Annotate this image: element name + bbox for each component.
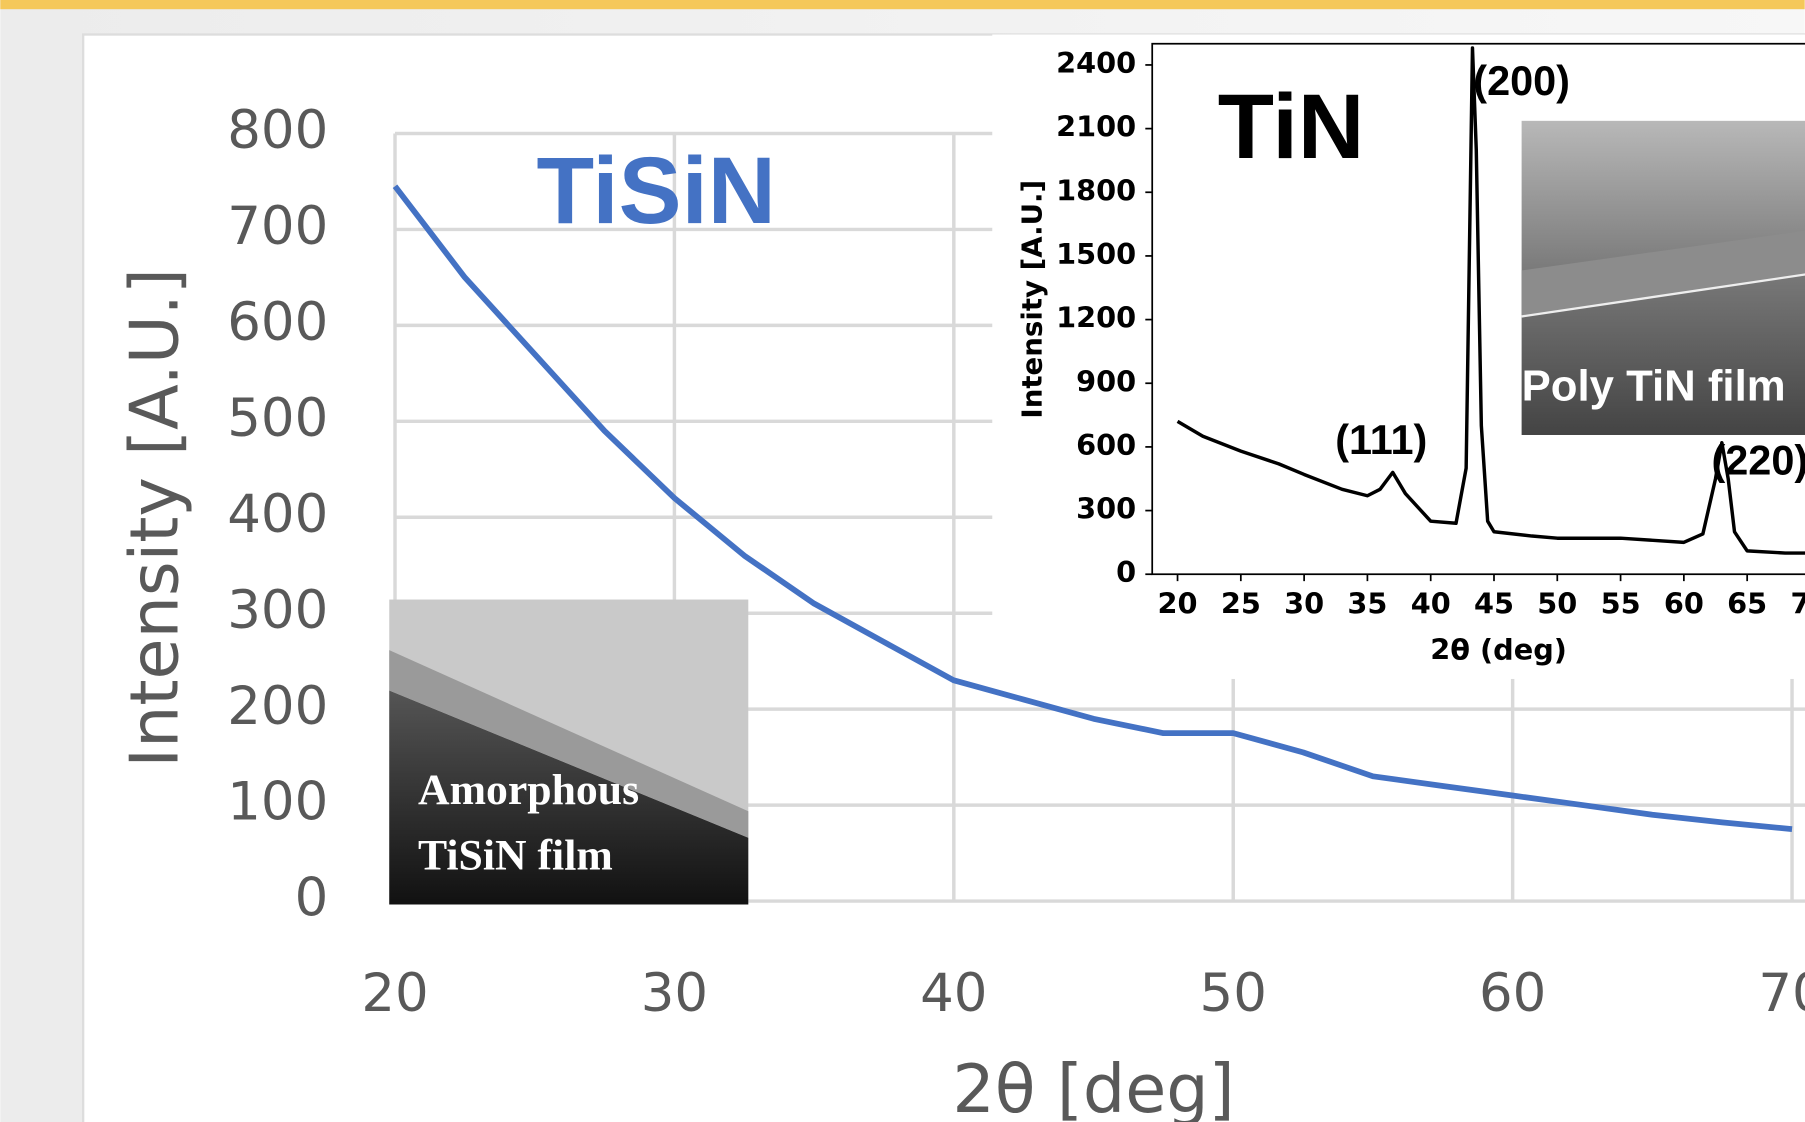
annotation: Amorphous	[418, 766, 639, 814]
chart-title: TiSiN	[537, 138, 776, 243]
y-tick-label: 600	[227, 292, 328, 353]
x-axis-label: 2θ [deg]	[952, 1050, 1234, 1122]
y-tick-label: 2100	[1056, 110, 1136, 144]
y-tick-label: 600	[1076, 428, 1136, 462]
data-line	[1176, 46, 1805, 555]
annotation: (200)	[1473, 58, 1570, 104]
y-tick-label: 1500	[1056, 237, 1136, 271]
y-tick-label: 1200	[1056, 301, 1136, 335]
x-tick-label: 35	[1347, 586, 1387, 620]
annotation: TiSiN film	[418, 832, 613, 880]
top-bar	[0, 0, 1805, 10]
tem-image-amorphous	[389, 599, 749, 905]
y-tick-label: 800	[227, 100, 328, 161]
y-tick-label: 900	[1076, 364, 1136, 398]
y-tick-label: 0	[1116, 555, 1136, 589]
y-tick-label: 100	[227, 772, 328, 833]
x-tick-label: 55	[1601, 586, 1641, 620]
tem-image-poly	[1521, 120, 1805, 435]
x-tick-label: 50	[1537, 586, 1577, 620]
data-line	[392, 184, 1793, 832]
x-tick-label: 20	[361, 963, 428, 1024]
chart-title: TiN	[1218, 75, 1365, 178]
x-tick-label: 50	[1200, 963, 1267, 1024]
x-tick-label: 30	[641, 963, 708, 1024]
y-axis-label: Intensity [A.U.]	[1016, 180, 1049, 419]
x-tick-label: 70	[1790, 586, 1805, 620]
y-tick-label: 300	[227, 580, 328, 641]
x-tick-label: 70	[1758, 963, 1805, 1024]
x-tick-label: 25	[1221, 586, 1261, 620]
x-tick-label: 60	[1479, 963, 1546, 1024]
y-tick-label: 500	[227, 388, 328, 449]
plot-frame	[1151, 42, 1805, 576]
y-tick-label: 700	[227, 196, 328, 257]
x-tick-label: 60	[1664, 586, 1704, 620]
main-chart: 0100200300400500600700800203040506070Int…	[116, 100, 1805, 1122]
y-axis-label: Intensity [A.U.]	[116, 268, 194, 767]
annotation: Poly TiN film	[1522, 362, 1786, 411]
y-tick-label: 300	[1076, 492, 1136, 526]
x-tick-label: 20	[1158, 586, 1198, 620]
inset-chart: 0 300 600 900 1200 1500 1800 2100 2400 20 25 30 35 40…	[1016, 42, 1805, 666]
y-tick-label: 2400	[1056, 46, 1136, 80]
x-tick-label: 40	[1411, 586, 1451, 620]
y-tick-label: 200	[227, 676, 328, 737]
annotation: (111)	[1335, 417, 1427, 463]
y-tick-label: 400	[227, 484, 328, 545]
x-tick-label: 40	[920, 963, 987, 1024]
x-tick-label: 65	[1727, 586, 1767, 620]
annotation: (220)	[1711, 438, 1805, 484]
x-axis-label: 2θ (deg)	[1430, 632, 1567, 666]
x-tick-label: 30	[1284, 586, 1324, 620]
y-tick-label: 1800	[1056, 173, 1136, 207]
y-tick-label: 0	[295, 868, 329, 929]
x-tick-label: 45	[1474, 586, 1514, 620]
